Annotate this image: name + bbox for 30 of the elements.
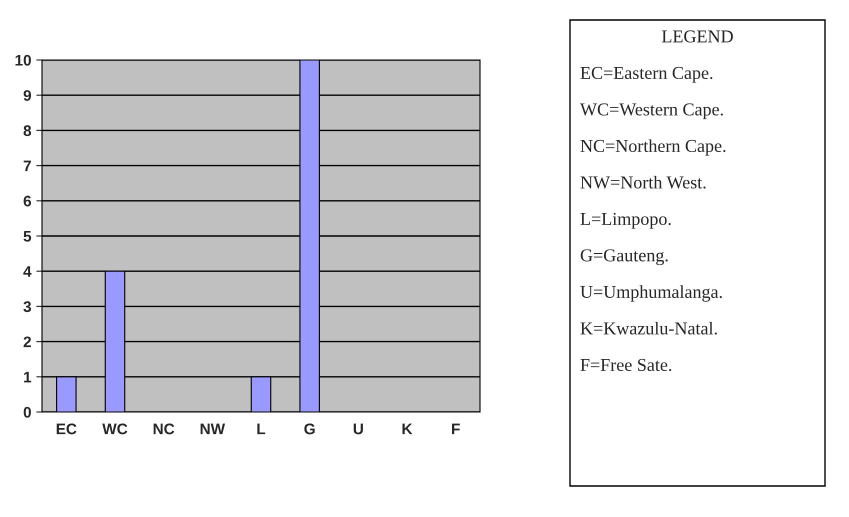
x-tick-label: NW — [200, 424, 226, 434]
y-tick-label: 9 — [24, 90, 32, 101]
y-tick-label: 5 — [24, 231, 32, 242]
text: G=Gauteng. — [580, 249, 668, 266]
text: NC=Northern Cape. — [580, 139, 726, 156]
y-tick-label: 7 — [24, 160, 31, 172]
text: LEGEND — [662, 30, 733, 43]
y-tick-label: 1 — [24, 372, 32, 382]
x-tick-label: L — [257, 424, 266, 434]
text: F=Free Sate. — [580, 358, 672, 372]
x-tick-label: U — [354, 424, 363, 434]
y-tick-label: 2 — [24, 336, 31, 348]
y-tick-label: 8 — [24, 125, 32, 136]
x-tick-label: F — [452, 424, 460, 434]
y-tick-label: 6 — [24, 196, 32, 206]
y-tick-label: 3 — [23, 301, 32, 312]
y-tick-label: 10 — [16, 54, 31, 66]
x-tick-label: NC — [154, 424, 174, 434]
y-tick-label: 4 — [23, 266, 32, 277]
x-tick-label: EC — [56, 424, 77, 434]
text: L=Limpopo. — [580, 212, 671, 229]
text: U=Umphumalanga. — [580, 285, 722, 302]
text: WC=Western Cape. — [580, 103, 723, 120]
text: NW=North West. — [580, 176, 706, 189]
x-tick-label: G — [304, 424, 315, 434]
text: K=Kwazulu-Natal. — [580, 322, 717, 335]
y-tick-label: 0 — [24, 406, 31, 418]
x-tick-label: K — [402, 424, 412, 434]
text: EC=Eastern Cape. — [580, 66, 712, 83]
x-tick-label: WC — [102, 424, 128, 434]
